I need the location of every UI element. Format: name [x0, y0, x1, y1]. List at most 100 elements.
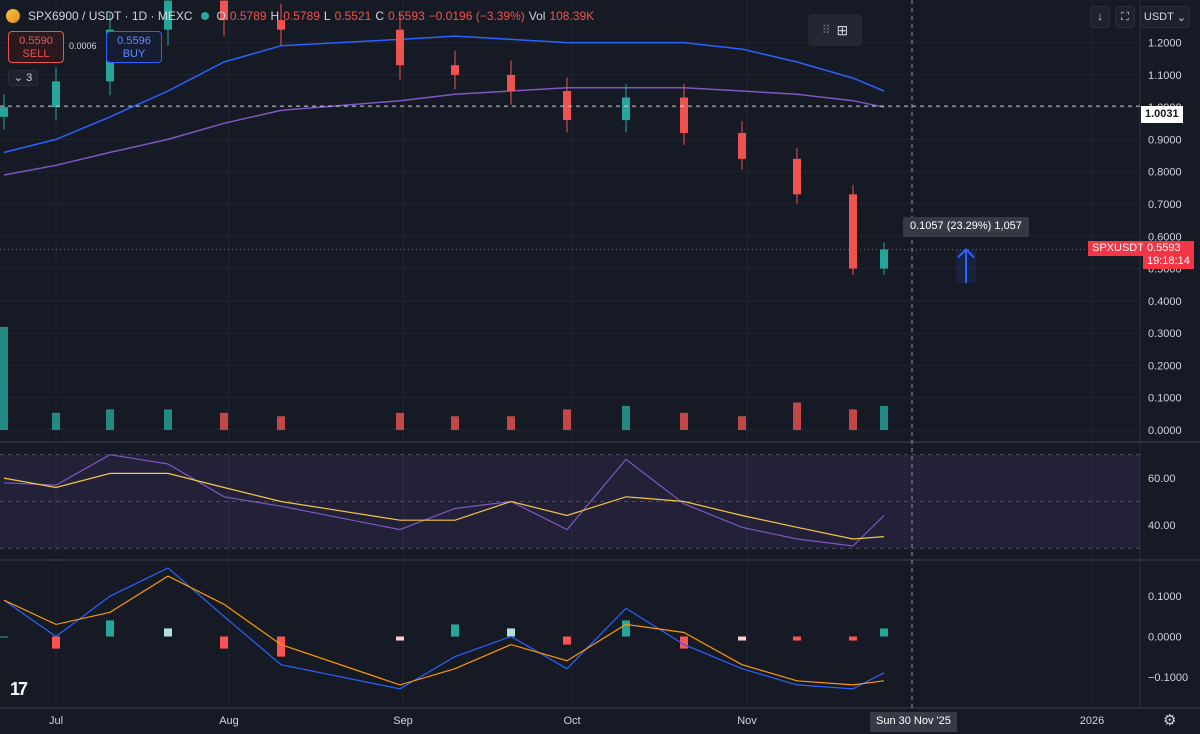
low-value: 0.5521 [334, 9, 372, 23]
macd-histogram-bar [0, 636, 8, 638]
gear-icon[interactable]: ⚙ [1163, 712, 1177, 729]
price-tick-label: 1.1000 [1148, 70, 1182, 82]
ma-slow-line [3, 87, 885, 176]
rsi-line [3, 454, 885, 547]
macd-tick-label: 0.1000 [1148, 591, 1182, 603]
candle-body [277, 20, 285, 30]
macd-histogram-bar [849, 636, 857, 641]
symbol-legend: SPX6900 / USDT · 1D · MEXC O 0.5789 H 0.57… [6, 6, 594, 26]
crosshair-date-tag: Sun 30 Nov '25 [870, 712, 957, 732]
candle-body [622, 97, 630, 121]
volume-bar [164, 409, 172, 430]
chevron-down-icon: ⌄ [1176, 11, 1187, 24]
candle-body [738, 132, 746, 159]
candle-body [451, 65, 459, 75]
price-tick-label: 0.3000 [1148, 328, 1182, 340]
time-tick-label: 2026 [1080, 715, 1104, 727]
volume-bar [507, 416, 515, 430]
volume-bar [0, 326, 8, 430]
price-tick-label: 0.4000 [1148, 296, 1182, 308]
volume-bar [738, 416, 746, 430]
price-tick-label: 0.0000 [1148, 425, 1182, 437]
rsi-ma-line [3, 472, 885, 540]
volume-bar [106, 409, 114, 430]
measure-tooltip: 0.1057 (23.29%) 1,057 [903, 217, 1029, 237]
symbol-price-tag: SPXUSDT [1088, 241, 1148, 256]
time-tick-label: Sep [393, 715, 413, 727]
macd-histogram-bar [164, 628, 172, 637]
macd-histogram-bar [220, 636, 228, 649]
indicators-count: 3 [26, 72, 33, 84]
measure-arrow-head [957, 248, 975, 259]
candle-body [52, 81, 60, 108]
candle-body [396, 29, 404, 66]
bar-countdown: 19:18:14 [1147, 255, 1190, 267]
macd-histogram-bar [451, 624, 459, 637]
hline-price-tag: 1.0031 [1141, 106, 1183, 123]
macd-tick-label: −0.1000 [1148, 672, 1188, 684]
volume-bar [680, 412, 688, 430]
candle-body [849, 194, 857, 269]
drag-handle-icon[interactable]: ⠿ [821, 23, 831, 37]
macd-histogram-bar [880, 628, 888, 637]
candle-body [680, 97, 688, 133]
macd-histogram-bar [507, 628, 515, 637]
currency-label: USDT [1143, 11, 1174, 23]
macd-histogram-bar [277, 636, 285, 657]
volume-bar [849, 409, 857, 430]
volume-bar [396, 412, 404, 430]
macd-histogram-bar [622, 620, 630, 637]
fullscreen-button[interactable]: ⛶ [1115, 6, 1135, 28]
sell-price: 0.5590 [19, 35, 53, 47]
sell-button[interactable]: 0.5590 SELL [8, 31, 64, 63]
download-button[interactable]: ↓ [1090, 6, 1110, 28]
time-tick-label: Jul [49, 715, 63, 727]
last-price: 0.5593 [1147, 242, 1181, 254]
macd-histogram-bar [106, 620, 114, 637]
fullscreen-icon: ⛶ [1121, 10, 1129, 23]
volume-value: 108.39K [549, 9, 595, 23]
macd-histogram-bar [396, 636, 404, 641]
add-layout-icon[interactable]: ⊞ [836, 21, 849, 38]
buy-button[interactable]: 0.5596 BUY [106, 31, 162, 63]
coin-logo-icon [6, 9, 20, 23]
price-tick-label: 0.6000 [1148, 231, 1182, 243]
price-tick-label: 0.8000 [1148, 167, 1182, 179]
rsi-tick-label: 60.00 [1148, 473, 1176, 485]
macd-line [3, 567, 885, 690]
macd-histogram-bar [52, 636, 60, 649]
volume-bar [451, 416, 459, 430]
tradingview-logo-icon[interactable]: 17 [10, 679, 28, 699]
indicators-collapse-button[interactable]: ⌄ 3 [8, 70, 38, 86]
price-tick-label: 1.2000 [1148, 38, 1182, 50]
macd-tick-label: 0.0000 [1148, 632, 1182, 644]
candle-body [0, 107, 8, 117]
change-value: −0.0196 (−3.39%) [428, 9, 525, 23]
floating-toolbar[interactable]: ⠿ ⊞ [808, 14, 862, 46]
market-status-icon [200, 12, 209, 20]
currency-select[interactable]: USDT ⌄ [1140, 6, 1190, 28]
macd-histogram-bar [563, 636, 571, 645]
volume-bar [277, 416, 285, 430]
time-tick-label: Aug [219, 715, 239, 727]
chevron-down-icon: ⌄ [13, 72, 24, 84]
spread-value: 0.0006 [69, 41, 97, 51]
candle-body [507, 74, 515, 92]
macd-histogram-bar [793, 636, 801, 641]
price-tick-label: 0.1000 [1148, 393, 1182, 405]
price-tick-label: 0.7000 [1148, 199, 1182, 211]
candle-body [164, 0, 172, 30]
signal-line [3, 575, 885, 686]
open-value: 0.5789 [229, 9, 267, 23]
price-tick-label: 0.2000 [1148, 360, 1182, 372]
symbol-title[interactable]: SPX6900 / USDT · 1D · MEXC [28, 9, 193, 23]
volume-bar [793, 402, 801, 430]
candle-body [220, 0, 228, 21]
buy-price: 0.5596 [117, 35, 151, 47]
last-price-tag: 0.5593 19:18:14 [1143, 241, 1194, 269]
volume-bar [563, 409, 571, 430]
rsi-tick-label: 40.00 [1148, 520, 1176, 532]
arrow-down-icon: ↓ [1097, 11, 1103, 23]
